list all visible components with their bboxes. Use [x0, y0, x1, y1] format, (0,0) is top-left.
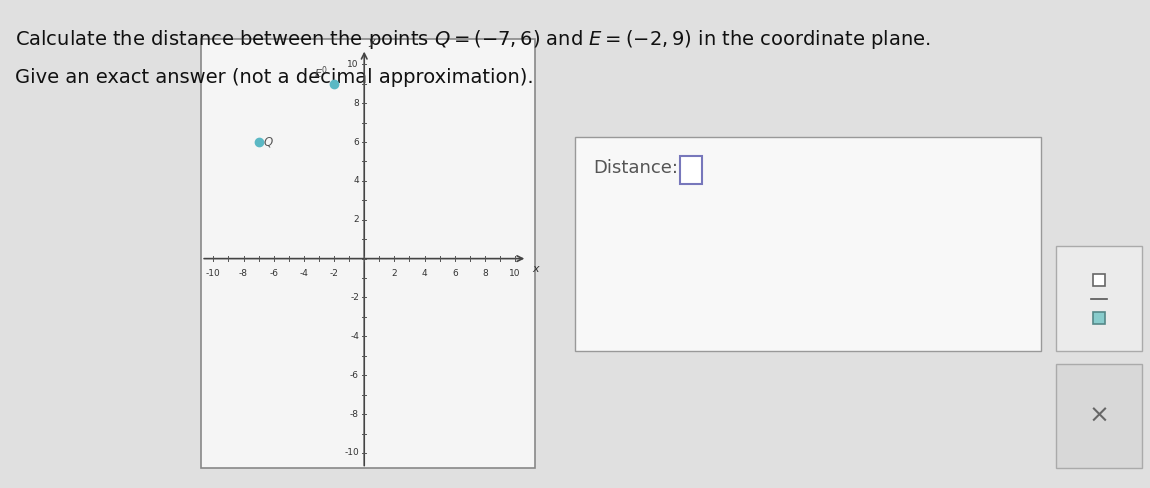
- Text: -6: -6: [269, 269, 278, 278]
- Text: -8: -8: [350, 409, 359, 419]
- Text: 10: 10: [509, 269, 521, 278]
- Bar: [1092, 312, 1105, 324]
- Text: 8: 8: [482, 269, 488, 278]
- Text: ×: ×: [1088, 404, 1110, 428]
- Text: y: y: [368, 37, 375, 47]
- Text: 2: 2: [353, 215, 359, 224]
- Text: 6: 6: [452, 269, 458, 278]
- Text: Q: Q: [263, 136, 274, 148]
- Text: 4: 4: [353, 176, 359, 185]
- Text: Calculate the distance between the points $Q=(-7, 6)$ and $E=(-2, 9)$ in the coo: Calculate the distance between the point…: [15, 28, 930, 51]
- Text: 2: 2: [392, 269, 397, 278]
- Text: -4: -4: [350, 332, 359, 341]
- Bar: [1092, 274, 1105, 286]
- Text: -10: -10: [344, 448, 359, 457]
- Text: -8: -8: [239, 269, 248, 278]
- Text: -4: -4: [299, 269, 308, 278]
- Bar: [1056, 246, 1142, 351]
- Text: $E^0$: $E^0$: [314, 64, 328, 81]
- Text: Distance:: Distance:: [593, 159, 678, 177]
- Text: -6: -6: [350, 371, 359, 380]
- Bar: [575, 137, 1041, 351]
- Text: -2: -2: [330, 269, 338, 278]
- Text: 8: 8: [353, 99, 359, 108]
- Text: 10: 10: [347, 60, 359, 69]
- Text: 4: 4: [422, 269, 428, 278]
- Text: -2: -2: [350, 293, 359, 302]
- Bar: [201, 39, 535, 468]
- Bar: [1056, 364, 1142, 468]
- Text: -10: -10: [206, 269, 221, 278]
- Bar: [680, 156, 702, 183]
- Text: 6: 6: [353, 138, 359, 146]
- Text: Give an exact answer (not a decimal approximation).: Give an exact answer (not a decimal appr…: [15, 68, 534, 87]
- Text: x: x: [532, 264, 539, 274]
